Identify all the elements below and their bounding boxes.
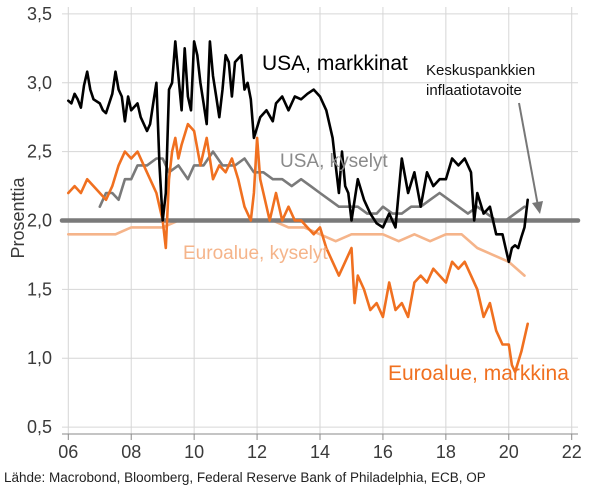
chart-canvas: 0,5 1,0 1,5 2,0 2,5 3,0 3,5 06 08 10 12 14 16 18 20 22… (8, 4, 582, 462)
target-arrow (518, 102, 543, 214)
x-tick-label: 20 (499, 442, 519, 462)
annotation-target-line2: inflaatiotavoite (426, 82, 522, 99)
x-tick-label: 16 (373, 442, 393, 462)
annotation-euro-surveys: Euroalue, kyselyt (183, 243, 328, 264)
x-tick-label: 10 (184, 442, 204, 462)
y-tick-label: 2,0 (27, 211, 52, 231)
y-tick-label: 0,5 (27, 417, 52, 437)
y-axis: 0,5 1,0 1,5 2,0 2,5 3,0 3,5 (27, 4, 52, 437)
x-tick-label: 22 (562, 442, 582, 462)
annotation-euro-markets: Euroalue, markkina (388, 362, 569, 385)
source-note: Lähde: Macrobond, Bloomberg, Federal Res… (4, 470, 486, 485)
annotation-target-line1: Keskuspankkien (426, 62, 535, 79)
annotation-usa-surveys: USA, kyselyt (280, 151, 388, 172)
series-line-euro-surveys (67, 219, 526, 277)
series-line-usa-surveys (98, 150, 526, 222)
y-tick-label: 3,5 (27, 4, 52, 24)
series-line-euro-markets (67, 122, 530, 374)
series-lines (59, 40, 581, 374)
x-tick-label: 18 (436, 442, 456, 462)
y-axis-label: Prosenttia (8, 176, 28, 258)
x-tick-label: 14 (310, 442, 330, 462)
x-tick-label: 06 (58, 442, 78, 462)
y-tick-label: 2,5 (27, 142, 52, 162)
x-axis: 06 08 10 12 14 16 18 20 22 (58, 433, 582, 462)
annotation-usa-markets: USA, markkinat (262, 52, 408, 75)
y-tick-label: 1,0 (27, 348, 52, 368)
y-tick-label: 3,0 (27, 73, 52, 93)
x-tick-label: 12 (247, 442, 267, 462)
series-line-usa-markets (67, 40, 530, 264)
y-tick-label: 1,5 (27, 279, 52, 299)
x-tick-label: 08 (121, 442, 141, 462)
